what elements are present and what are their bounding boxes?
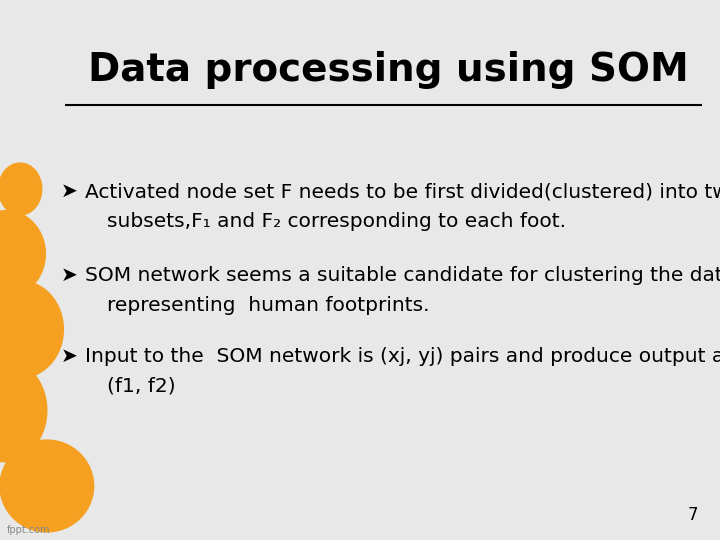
Text: fppt.com: fppt.com	[7, 524, 50, 535]
Ellipse shape	[0, 163, 42, 215]
Ellipse shape	[0, 359, 47, 462]
Text: subsets,F₁ and F₂ corresponding to each foot.: subsets,F₁ and F₂ corresponding to each …	[107, 212, 566, 231]
Ellipse shape	[0, 211, 45, 297]
Text: ➤: ➤	[61, 182, 78, 201]
Text: SOM network seems a suitable candidate for clustering the data: SOM network seems a suitable candidate f…	[85, 266, 720, 285]
Text: representing  human footprints.: representing human footprints.	[107, 295, 429, 315]
Text: Input to the  SOM network is (xj, yj) pairs and produce output as: Input to the SOM network is (xj, yj) pai…	[85, 347, 720, 366]
Text: Data processing using SOM: Data processing using SOM	[89, 51, 689, 89]
Text: ➤: ➤	[61, 347, 78, 366]
Text: 7: 7	[688, 506, 698, 524]
Text: Activated node set F needs to be first divided(clustered) into two: Activated node set F needs to be first d…	[85, 182, 720, 201]
Text: (f1, f2): (f1, f2)	[107, 376, 175, 396]
Ellipse shape	[0, 440, 94, 532]
Ellipse shape	[0, 281, 63, 378]
Text: ➤: ➤	[61, 266, 78, 285]
